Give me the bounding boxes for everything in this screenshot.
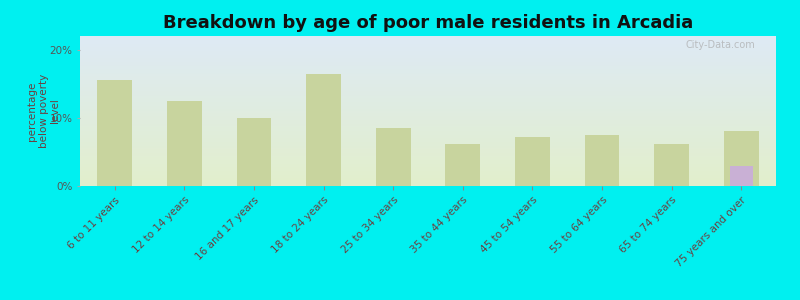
Bar (237, 118, 271, 186)
Bar (730, 166, 753, 186)
Bar (724, 131, 758, 186)
Bar (167, 101, 202, 186)
Bar (585, 135, 619, 186)
Bar (515, 137, 550, 186)
Bar (446, 144, 480, 186)
Bar (654, 144, 689, 186)
Bar (98, 80, 132, 186)
Y-axis label: percentage
below poverty
level: percentage below poverty level (27, 74, 61, 148)
Title: Breakdown by age of poor male residents in Arcadia: Breakdown by age of poor male residents … (163, 14, 693, 32)
Text: City-Data.com: City-Data.com (686, 40, 755, 50)
Bar (376, 128, 410, 186)
Bar (306, 74, 341, 186)
